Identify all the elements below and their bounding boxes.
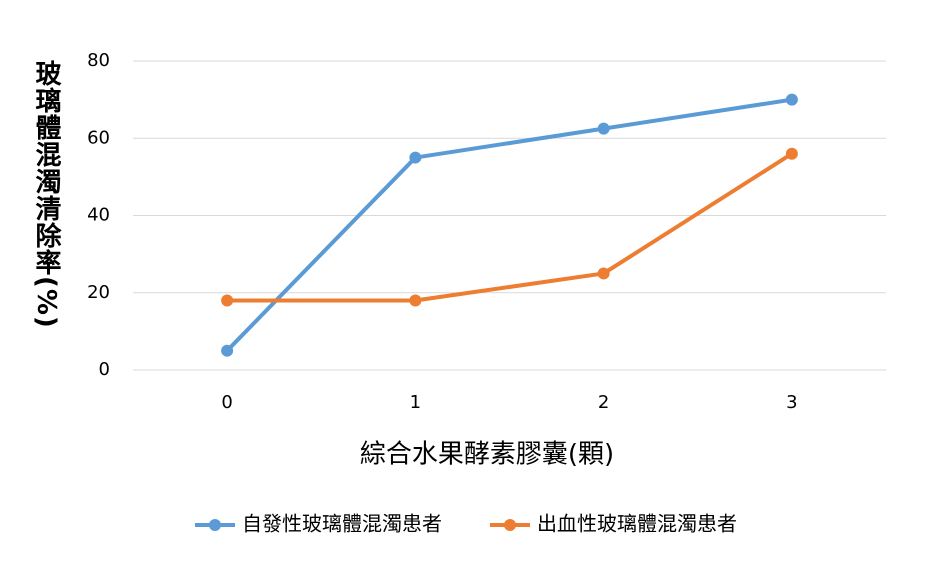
y-tick-label: 0 <box>99 359 110 380</box>
legend-label: 出血性玻璃體混濁患者 <box>537 512 737 536</box>
y-tick-label: 20 <box>87 282 110 303</box>
y-tick-label: 60 <box>87 127 110 148</box>
point <box>785 147 798 160</box>
legend-marker <box>209 519 221 531</box>
x-tick-label: 2 <box>598 392 609 413</box>
point <box>221 294 234 307</box>
point <box>409 151 422 164</box>
y-tick-label: 80 <box>87 50 110 71</box>
series-line <box>225 97 793 353</box>
legend-marker <box>504 519 516 531</box>
x-tick-label: 0 <box>221 392 232 413</box>
series-line <box>227 152 793 303</box>
legend-label: 自發性玻璃體混濁患者 <box>242 512 442 536</box>
x-tick-label: 3 <box>786 392 797 413</box>
y-tick-label: 40 <box>87 205 110 226</box>
point <box>221 344 234 357</box>
point <box>597 122 610 135</box>
point <box>597 267 610 280</box>
x-axis-label: 綜合水果酵素膠囊(顆) <box>360 440 614 470</box>
point <box>409 294 422 307</box>
point <box>785 93 798 106</box>
x-tick-label: 1 <box>410 392 421 413</box>
y-axis-label: 玻璃體混濁清除率(%) <box>31 60 61 329</box>
